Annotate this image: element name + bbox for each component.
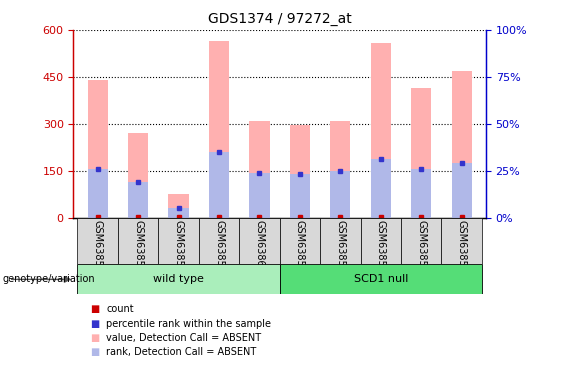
Bar [330,121,350,218]
Bar [128,182,148,218]
Text: ■: ■ [90,333,99,343]
Bar [290,125,310,218]
Text: GSM63859: GSM63859 [214,220,224,273]
Text: value, Detection Call = ABSENT: value, Detection Call = ABSENT [106,333,262,343]
Text: GSM63851: GSM63851 [295,220,305,273]
Text: genotype/variation: genotype/variation [3,274,95,284]
Bar [371,159,391,218]
Text: GSM63860: GSM63860 [254,220,264,273]
Text: GSM63857: GSM63857 [133,220,143,273]
Text: GSM63855: GSM63855 [457,220,467,273]
Bar [209,152,229,217]
Text: percentile rank within the sample: percentile rank within the sample [106,319,271,328]
Title: GDS1374 / 97272_at: GDS1374 / 97272_at [208,12,351,26]
Text: rank, Detection Call = ABSENT: rank, Detection Call = ABSENT [106,347,257,357]
Bar [280,217,320,264]
Bar [209,41,229,218]
Bar [88,80,108,218]
Bar [249,172,270,217]
Text: count: count [106,304,134,314]
Bar [451,70,472,217]
Bar [411,88,431,218]
Bar [168,194,189,217]
Bar [118,217,158,264]
Bar [168,208,189,218]
Bar [77,264,280,294]
Bar [451,163,472,218]
Bar [88,169,108,217]
Bar [158,217,199,264]
Text: ■: ■ [90,347,99,357]
Bar [128,133,148,218]
Text: GSM63856: GSM63856 [93,220,103,273]
Bar [411,169,431,217]
Text: SCD1 null: SCD1 null [354,274,408,284]
Bar [441,217,482,264]
Text: ■: ■ [90,304,99,314]
Text: GSM63858: GSM63858 [173,220,184,273]
Text: ■: ■ [90,319,99,328]
Text: GSM63854: GSM63854 [416,220,426,273]
Text: wild type: wild type [153,274,204,284]
Bar [199,217,239,264]
Text: GSM63852: GSM63852 [336,220,345,273]
Bar [360,217,401,264]
Bar [320,217,360,264]
Bar [280,264,482,294]
Bar [401,217,441,264]
Text: GSM63853: GSM63853 [376,220,386,273]
Bar [290,174,310,217]
Bar [249,121,270,218]
Bar [371,42,391,218]
Bar [239,217,280,264]
Bar [77,217,118,264]
Bar [330,171,350,217]
